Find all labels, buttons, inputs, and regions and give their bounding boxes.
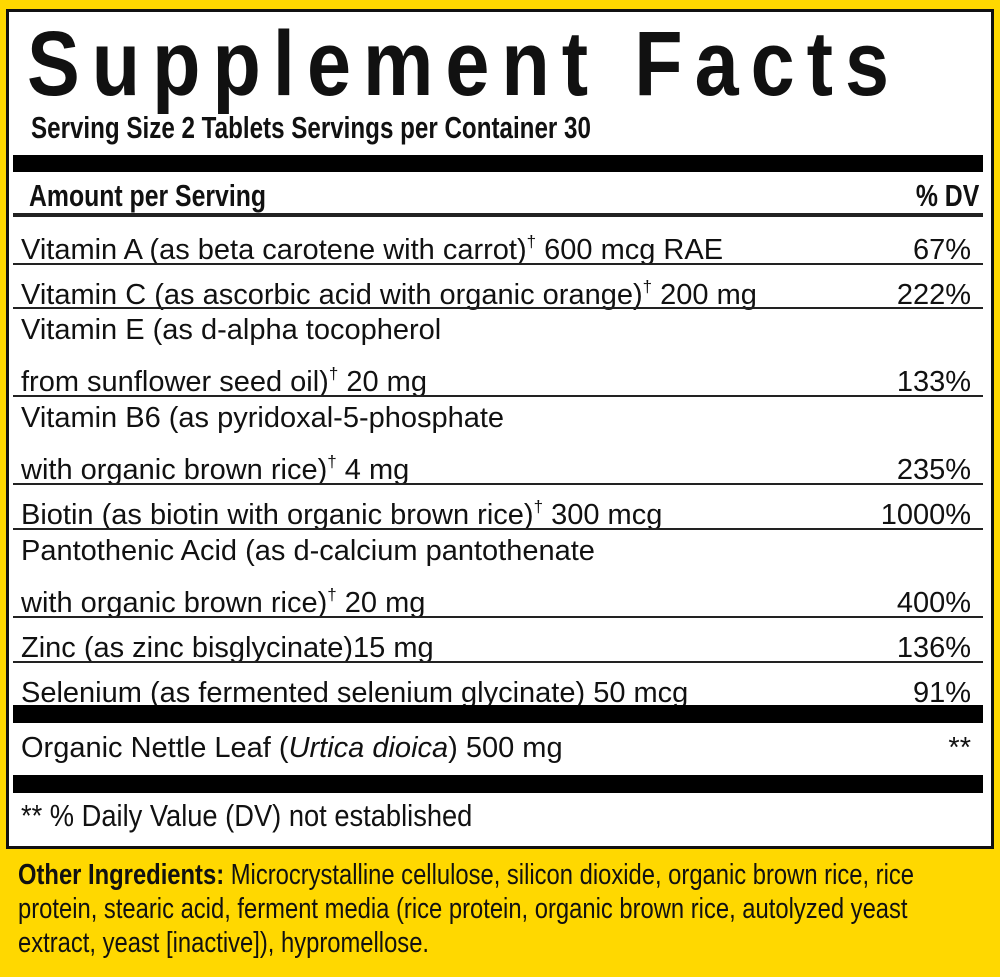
- dagger-symbol: †: [327, 585, 337, 604]
- herb-latin-name: Urtica dioica: [288, 732, 449, 764]
- amount-per-serving-label: Amount per Serving: [29, 178, 267, 213]
- thick-divider: [13, 775, 983, 793]
- nutrient-name: with organic brown rice): [21, 587, 328, 619]
- nutrient-amount: 600 mcg RAE: [536, 234, 724, 266]
- nutrient-name: from sunflower seed oil): [21, 366, 329, 398]
- nutrient-name: Pantothenic Acid (as d-calcium pantothen…: [21, 535, 595, 567]
- nutrient-line: Vitamin C (as ascorbic acid with organic…: [21, 265, 971, 317]
- thick-divider: [13, 155, 983, 172]
- herb-name: Organic Nettle Leaf (: [21, 732, 289, 764]
- other-ingredients-text: Microcrystalline cellulose, silicon diox…: [18, 859, 915, 959]
- nutrient-row: Pantothenic Acid (as d-calcium pantothen…: [21, 530, 971, 625]
- dagger-symbol: †: [526, 232, 537, 251]
- nutrient-row: Vitamin B6 (as pyridoxal-5-phosphate with…: [21, 397, 971, 492]
- nutrient-line: Zinc (as zinc bisglycinate)15 mg: [21, 618, 971, 670]
- nutrient-amount: 50 mcg: [585, 677, 689, 709]
- nutrient-dv: 222%: [896, 279, 971, 311]
- nutrient-row: Biotin (as biotin with organic brown ric…: [21, 485, 971, 537]
- divider: [13, 661, 983, 663]
- herb-dv: **: [948, 732, 971, 764]
- dagger-symbol: †: [642, 277, 653, 296]
- nutrient-dv: 136%: [896, 632, 971, 664]
- divider: [13, 263, 983, 265]
- nutrient-name: with organic brown rice): [21, 454, 328, 486]
- dv-label: % DV: [915, 178, 979, 213]
- nutrient-row: Vitamin E (as d-alpha tocopherol from sun…: [21, 309, 971, 404]
- other-ingredients: Other Ingredients: Microcrystalline cell…: [18, 858, 961, 960]
- nutrient-dv: 67%: [912, 234, 971, 266]
- nutrient-name: Vitamin A (as beta carotene with carrot): [21, 234, 527, 266]
- other-ingredients-label: Other Ingredients:: [18, 859, 225, 891]
- divider: [13, 395, 983, 397]
- nutrient-amount: 200 mg: [652, 279, 757, 311]
- divider: [13, 528, 983, 530]
- nutrient-line: Vitamin A (as beta carotene with carrot)…: [21, 220, 971, 272]
- nutrient-dv: 235%: [896, 454, 971, 486]
- nutrient-amount: 20 mg: [336, 587, 426, 619]
- thick-divider: [13, 705, 983, 723]
- divider: [13, 483, 983, 485]
- dagger-symbol: †: [328, 364, 339, 383]
- divider: [13, 213, 983, 217]
- nutrient-dv: 91%: [912, 677, 971, 709]
- dagger-symbol: †: [533, 497, 544, 516]
- nutrient-name: Selenium (as fermented selenium glycinat…: [21, 677, 586, 709]
- nutrient-dv: 1000%: [880, 499, 971, 531]
- divider: [13, 307, 983, 309]
- nutrient-dv: 400%: [896, 587, 971, 619]
- column-header: Amount per Serving % DV: [29, 178, 979, 214]
- nutrient-name: Vitamin B6 (as pyridoxal-5-phosphate: [21, 402, 505, 434]
- supplement-facts-panel: Supplement Facts Serving Size 2 Tablets …: [6, 9, 994, 849]
- nutrient-line: from sunflower seed oil)† 20 mg: [21, 352, 971, 404]
- nutrient-dv: 133%: [896, 366, 971, 398]
- nutrient-name: Biotin (as biotin with organic brown ric…: [21, 499, 534, 531]
- nutrient-line: with organic brown rice)† 20 mg: [21, 573, 971, 625]
- panel-title: Supplement Facts: [27, 13, 902, 115]
- dagger-symbol: †: [327, 452, 337, 471]
- nutrient-row: Selenium (as fermented selenium glycinat…: [21, 663, 971, 715]
- nutrient-name: Vitamin E (as d-alpha tocopherol: [21, 314, 442, 346]
- nutrient-amount: 300 mcg: [543, 499, 663, 531]
- nutrient-line: Biotin (as biotin with organic brown ric…: [21, 485, 971, 537]
- divider: [13, 616, 983, 618]
- nutrient-row: Vitamin C (as ascorbic acid with organic…: [21, 265, 971, 317]
- nutrient-line: Selenium (as fermented selenium glycinat…: [21, 663, 971, 715]
- serving-info: Serving Size 2 Tablets Servings per Cont…: [31, 110, 591, 145]
- nutrient-amount: 20 mg: [338, 366, 427, 398]
- nutrient-amount: 4 mg: [336, 454, 410, 486]
- herb-amount: ) 500 mg: [448, 732, 563, 764]
- nutrient-name: Zinc (as zinc bisglycinate): [21, 632, 353, 664]
- nutrient-row: Vitamin A (as beta carotene with carrot)…: [21, 220, 971, 272]
- nutrient-amount: 15 mg: [353, 632, 434, 664]
- nutrient-name: Vitamin C (as ascorbic acid with organic…: [21, 279, 643, 311]
- nutrient-row: Zinc (as zinc bisglycinate)15 mg 136%: [21, 618, 971, 670]
- footnote: ** % Daily Value (DV) not established: [21, 798, 473, 833]
- herb-row: Organic Nettle Leaf (Urtica dioica) 500 …: [21, 727, 971, 770]
- nutrient-line: with organic brown rice)† 4 mg: [21, 440, 971, 492]
